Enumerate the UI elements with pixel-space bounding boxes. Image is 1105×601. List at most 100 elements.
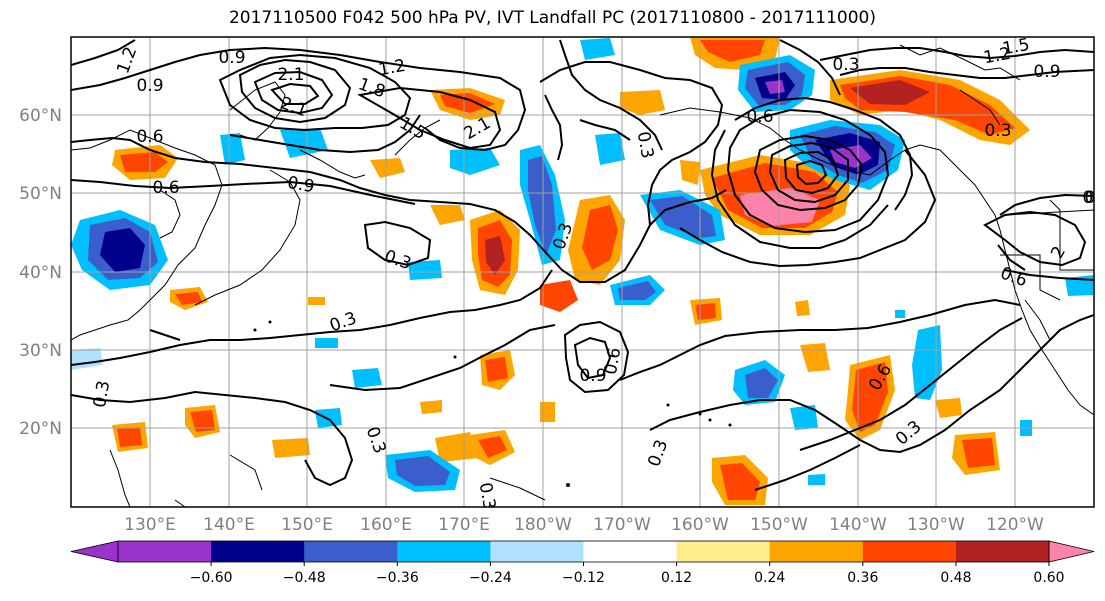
positive-anomaly [370,158,405,178]
contour-label: 1.5 [1001,35,1031,59]
graticule [71,37,1094,507]
negative-anomaly [895,310,905,318]
contour-label: 0.6 [601,346,625,376]
positive-anomaly [485,236,505,275]
lat-label: 30°N [19,341,62,361]
positive-anomaly [440,93,495,113]
positive-anomaly [680,160,700,185]
colorbar-tick-label: 0.36 [847,570,878,586]
colorbar-segment [583,541,678,562]
colorbar-segment [304,541,398,562]
lat-label: 50°N [19,184,62,204]
lon-label: 170°E [438,515,490,535]
positive-anomaly [852,362,888,432]
positive-anomaly [190,410,215,432]
colorbar-segment [118,541,212,562]
negative-anomaly [280,128,328,158]
lon-label: 120°W [986,515,1044,535]
colorbar-tick-label: 0.60 [1033,570,1064,586]
positive-anomaly [175,292,202,305]
colorbar-tick-label: −0.36 [376,570,419,586]
colorbar-extension-right [1048,540,1095,563]
colorbar-segment [769,541,864,562]
lon-label: 150°W [750,515,808,535]
lon-label: 140°E [203,515,255,535]
contour-label: 0.3 [633,130,657,160]
positive-anomaly [430,205,465,225]
negative-anomaly [830,145,872,168]
negative-anomaly [395,456,450,486]
latitude-labels: 60°N 50°N 40°N 30°N 20°N [19,106,62,439]
contour-label: 0.3 [832,55,859,75]
negative-anomaly [808,474,825,485]
colorbar-segment [397,541,491,562]
contour-label: 2.1 [277,65,304,85]
contour-label: 1.2 [377,56,407,80]
lon-label: 160°W [671,515,729,535]
negative-anomaly [315,408,342,428]
lat-label: 60°N [19,106,62,126]
map-title: 2017110500 F042 500 hPa PV, IVT Landfall… [228,8,876,28]
colorbar-tick-label: 0.24 [754,570,785,586]
contour-label: 0.9 [218,48,245,68]
contour-label: 1.2 [982,44,1012,68]
positive-anomaly [540,402,555,422]
positive-anomaly [695,303,716,320]
negative-anomaly [618,281,656,300]
negative-anomaly [790,405,818,430]
negative-anomaly [595,133,625,165]
contour-label: 0.9 [286,173,316,197]
lon-label: 150°E [281,515,333,535]
contour-label: 0.9 [579,366,606,386]
pv-contours [71,39,1094,491]
positive-anomaly [740,188,820,226]
contour-label: 0.3 [475,481,499,511]
positive-anomaly [272,438,310,458]
lat-label: 40°N [19,263,62,283]
contour-label: 0.3 [90,379,114,409]
positive-anomaly [720,463,760,500]
contour-label: 0.9 [136,76,163,96]
longitude-labels: 130°E 140°E 150°E 160°E 170°E 180°W 170°… [124,515,1044,535]
contour-label: 0.6 [152,178,179,198]
colorbar-tick-label: −0.24 [469,570,512,586]
lon-label: 160°E [360,515,412,535]
contour-label: 0.3 [1082,188,1105,208]
colorbar-extension-left [70,540,119,563]
negative-anomaly [220,133,245,165]
contour-label: 0 [1085,188,1096,208]
islands [253,320,732,487]
colorbar-tick-label: −0.48 [283,570,326,586]
colorbar-segment [490,541,584,562]
contour-label: 0.3 [984,121,1011,141]
coastlines [71,44,1094,507]
colorbar-segment [211,541,305,562]
colorbar-segment [676,541,771,562]
contour-label: 0.9 [1033,62,1060,82]
colorbar-tick-label: 0.12 [661,570,692,586]
colorbar-segment [955,541,1050,562]
positive-anomaly [308,297,325,305]
lon-label: 170°W [593,515,651,535]
positive-anomaly [620,90,665,115]
positive-anomaly [420,400,442,414]
positive-anomaly [582,205,618,270]
positive-anomaly [485,357,508,382]
colorbar-tick-label: 0.48 [940,570,971,586]
positive-anomaly [700,40,765,62]
lon-label: 130°E [124,515,176,535]
negative-anomaly [315,338,338,348]
positive-anomaly [435,432,478,462]
positive-anomaly [120,152,168,172]
lon-label: 180°W [514,515,572,535]
negative-anomaly [100,228,145,272]
positive-anomaly [850,80,930,105]
colorbar-tick-label: −0.60 [190,570,233,586]
lon-label: 130°W [907,515,965,535]
positive-anomaly [117,427,142,447]
colorbar-segment [862,541,957,562]
negative-anomaly [765,80,785,94]
map-frame [70,36,1095,508]
